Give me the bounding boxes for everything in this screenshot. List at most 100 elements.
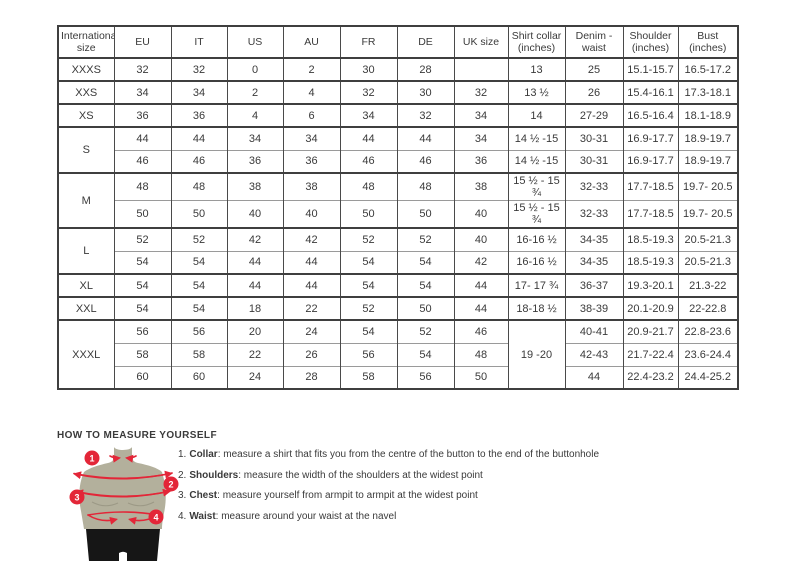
value-cell: 44 xyxy=(339,126,398,150)
value-cell: 52 xyxy=(339,296,398,320)
value-cell: 36 xyxy=(113,103,172,127)
value-cell: 13 xyxy=(507,57,566,81)
international-size-cell: L xyxy=(57,227,115,274)
value-cell: 34 xyxy=(113,80,172,104)
table-header-row: International size EU IT US AU FR DE UK size Shi… xyxy=(57,25,739,59)
value-cell: 50 xyxy=(396,296,455,320)
step-number: 2. xyxy=(178,469,187,481)
step-text: : measure the width of the shoulders at … xyxy=(238,469,483,481)
value-cell: 14 ½ -15 xyxy=(507,126,566,150)
value-cell: 28 xyxy=(396,57,455,81)
value-cell: 44 xyxy=(170,126,228,150)
table-row: L 52 52 42 42 52 52 40 16-16 ½ 34-35 18.5-19.3 20.5… xyxy=(57,227,739,274)
svg-text:3: 3 xyxy=(74,492,79,502)
value-cell: 15.4-16.1 xyxy=(622,80,679,104)
value-cell: 36 xyxy=(282,149,341,173)
value-cell: 30-31 xyxy=(564,126,624,150)
value-cell: 54 xyxy=(339,319,398,343)
value-cell: 15 ½ - 15 ¾ xyxy=(507,200,566,228)
value-cell: 48 xyxy=(170,172,228,201)
value-cell: 21.3-22 xyxy=(677,273,739,297)
mannequin-figure: 1 2 3 4 xyxy=(69,447,179,561)
value-cell: 36 xyxy=(453,149,509,173)
value-cell: 24.4-25.2 xyxy=(677,365,739,390)
value-cell: 32 xyxy=(453,80,509,104)
value-cell: 21.7-22.4 xyxy=(622,342,679,366)
value-cell: 19.7- 20.5 xyxy=(677,200,739,228)
value-cell: 26 xyxy=(282,342,341,366)
step-text: : measure around your waist at the navel xyxy=(215,510,397,522)
value-cell: 38 xyxy=(226,172,284,201)
table-row: 50 50 40 40 50 50 40 15 ½ - 15 ¾ 32-33 17.7-18.5 1… xyxy=(58,200,739,228)
value-cell: 34 xyxy=(339,103,398,127)
column-header: FR xyxy=(339,25,398,59)
table-row: 58 58 22 26 56 54 48 42-43 21.7-22.4 23.6-24.4 xyxy=(58,342,739,366)
chest-contour-left xyxy=(91,501,119,507)
measure-marker-4: 4 xyxy=(148,509,164,525)
value-cell: 32 xyxy=(170,57,228,81)
value-cell: 36-37 xyxy=(564,273,624,297)
value-cell: 15 ½ - 15 ¾ xyxy=(507,172,566,201)
value-cell: 18.9-19.7 xyxy=(677,149,739,173)
value-cell: 26 xyxy=(564,80,624,104)
value-cell: 20.5-21.3 xyxy=(677,227,739,251)
svg-text:1: 1 xyxy=(89,453,94,463)
chest-contour-right xyxy=(127,501,155,507)
value-cell: 54 xyxy=(113,273,172,297)
value-cell: 50 xyxy=(453,365,509,390)
value-cell: 54 xyxy=(396,273,455,297)
value-cell: 44 xyxy=(282,273,341,297)
value-cell: 6 xyxy=(282,103,341,127)
value-cell: 46 xyxy=(339,149,398,173)
value-cell: 17.7-18.5 xyxy=(622,200,679,228)
value-cell: 42 xyxy=(282,227,341,251)
column-header: IT xyxy=(170,25,228,59)
value-cell: 58 xyxy=(339,365,398,390)
value-cell: 54 xyxy=(170,250,228,274)
value-cell: 46 xyxy=(113,149,172,173)
value-cell: 54 xyxy=(170,273,228,297)
step-text: : measure yourself from armpit to armpit… xyxy=(217,490,478,501)
value-cell: 22-22.8 xyxy=(677,296,739,320)
column-header: EU xyxy=(113,25,172,59)
value-cell: 32 xyxy=(339,80,398,104)
value-cell: 44 xyxy=(226,273,284,297)
value-cell: 30 xyxy=(339,57,398,81)
value-cell: 24 xyxy=(226,365,284,390)
value-cell: 27-29 xyxy=(564,103,624,127)
international-size-cell: XXL xyxy=(57,296,115,320)
value-cell: 46 xyxy=(170,149,228,173)
value-cell: 48 xyxy=(113,172,172,201)
value-cell: 52 xyxy=(170,227,228,251)
step-text: : measure a shirt that fits you from the… xyxy=(217,449,600,460)
value-cell: 56 xyxy=(396,365,455,390)
size-chart-table: International size EU IT US AU FR DE UK size Shi… xyxy=(57,25,739,390)
value-cell: 16-16 ½ xyxy=(507,227,566,251)
value-cell: 58 xyxy=(113,342,172,366)
measure-marker-1: 1 xyxy=(84,450,100,466)
value-cell: 54 xyxy=(339,250,398,274)
value-cell: 13 ½ xyxy=(507,80,566,104)
svg-text:4: 4 xyxy=(153,512,158,522)
value-cell xyxy=(453,57,509,81)
table-row: XL 54 54 44 44 54 54 44 17- 17 ¾ 36-37 19.3-20.1 21… xyxy=(57,273,739,297)
value-cell: 34 xyxy=(453,126,509,150)
value-cell: 17- 17 ¾ xyxy=(507,273,566,297)
value-cell: 48 xyxy=(339,172,398,201)
measure-steps: 1. Collar: measure a shirt that fits you … xyxy=(178,449,599,523)
value-cell: 34 xyxy=(170,80,228,104)
value-cell: 2 xyxy=(282,57,341,81)
value-cell: 18.5-19.3 xyxy=(622,227,679,251)
value-cell: 48 xyxy=(453,342,509,366)
value-cell: 16.5-16.4 xyxy=(622,103,679,127)
value-cell: 54 xyxy=(396,250,455,274)
value-cell: 40 xyxy=(226,200,284,228)
table-row: 60 60 24 28 58 56 50 44 22.4-23.2 24.4-25.2 xyxy=(58,365,739,390)
value-cell: 34-35 xyxy=(564,227,624,251)
value-cell: 56 xyxy=(339,342,398,366)
value-cell: 28 xyxy=(282,365,341,390)
value-cell: 30 xyxy=(396,80,455,104)
measure-step-chest: 3. Chest: measure yourself from armpit to… xyxy=(178,490,599,502)
measure-heading: HOW TO MEASURE YOURSELF xyxy=(57,430,217,441)
value-cell: 16.9-17.7 xyxy=(622,149,679,173)
